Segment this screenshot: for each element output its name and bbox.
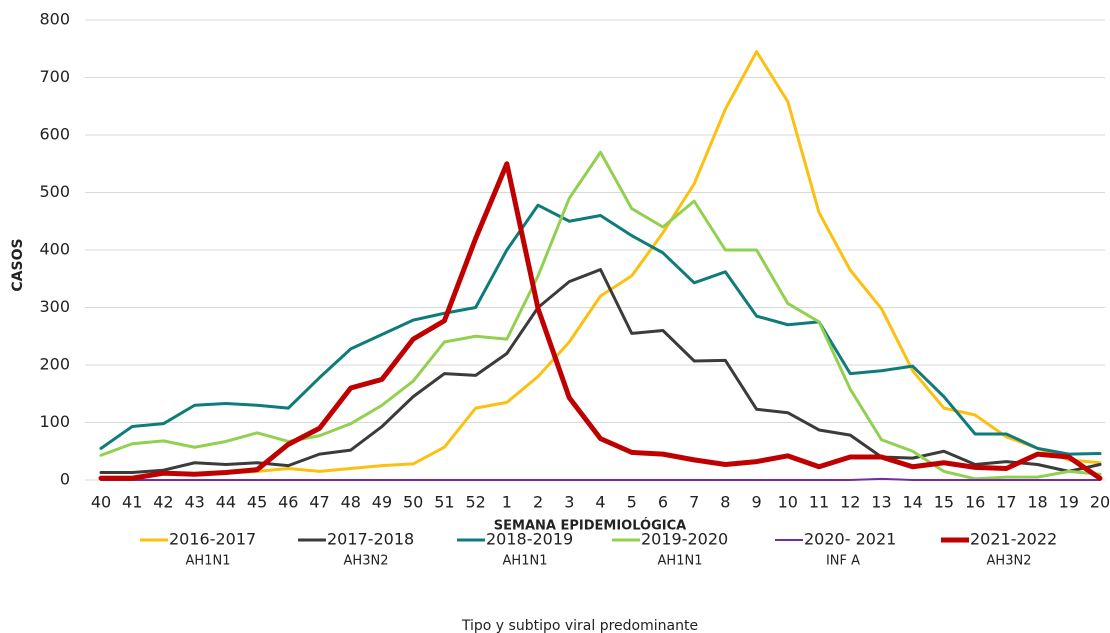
x-tick-label: 18 [1027, 493, 1047, 512]
x-tick-label: 45 [247, 493, 267, 512]
x-tick-label: 19 [1059, 493, 1079, 512]
x-tick-label: 48 [341, 493, 361, 512]
legend-subtype: AH3N2 [987, 554, 1032, 569]
legend-subtype: AH1N1 [503, 554, 548, 569]
x-tick-label: 15 [934, 493, 954, 512]
series-line [98, 161, 1103, 481]
y-tick-label: 0 [60, 470, 70, 489]
legend-label: 2018-2019 [486, 530, 573, 549]
x-tick-label: 20 [1090, 493, 1110, 512]
x-tick-label: 6 [658, 493, 668, 512]
x-tick-label: 51 [434, 493, 454, 512]
x-tick-label: 50 [403, 493, 423, 512]
x-tick-label: 44 [216, 493, 236, 512]
x-tick-label: 43 [184, 493, 204, 512]
x-tick-label: 49 [372, 493, 392, 512]
x-tick-label: 52 [465, 493, 485, 512]
series-line [99, 50, 1102, 479]
legend-subtype: AH1N1 [186, 554, 231, 569]
y-tick-label: 300 [39, 297, 70, 316]
legend-label: 2017-2018 [327, 530, 414, 549]
y-axis-label: CASOS [10, 238, 26, 291]
legend-subtype: INF A [826, 554, 860, 569]
y-tick-label: 100 [39, 412, 70, 431]
series-line [99, 150, 1102, 481]
y-tick-label: 700 [39, 67, 70, 86]
x-tick-label: 4 [595, 493, 605, 512]
x-tick-label: 1 [502, 493, 512, 512]
y-tick-label: 400 [39, 240, 70, 259]
x-tick-label: 7 [689, 493, 699, 512]
x-axis-label: SEMANA EPIDEMIOLÓGICA [494, 518, 686, 534]
legend-subtype: AH3N2 [344, 554, 389, 569]
series-line [99, 203, 1102, 456]
x-tick-label: 14 [903, 493, 923, 512]
x-tick-label: 46 [278, 493, 298, 512]
legend-label: 2021-2022 [970, 530, 1057, 549]
y-tick-label: 200 [39, 355, 70, 374]
y-tick-label: 600 [39, 125, 70, 144]
x-tick-label: 11 [809, 493, 829, 512]
legend-subtype: AH1N1 [658, 554, 703, 569]
x-tick-label: 13 [871, 493, 891, 512]
legend-label: 2019-2020 [641, 530, 728, 549]
x-tick-label: 9 [752, 493, 762, 512]
y-tick-label: 800 [39, 10, 70, 29]
x-tick-label: 47 [309, 493, 329, 512]
x-tick-label: 17 [996, 493, 1016, 512]
x-tick-label: 40 [91, 493, 111, 512]
x-tick-label: 2 [533, 493, 543, 512]
legend-label: 2016-2017 [169, 530, 256, 549]
x-tick-label: 12 [840, 493, 860, 512]
series-line [99, 268, 1102, 475]
x-tick-label: 42 [153, 493, 173, 512]
legend-label: 2020- 2021 [804, 530, 896, 549]
series-line [100, 477, 1101, 481]
x-tick-label: 41 [122, 493, 142, 512]
x-tick-label: 10 [778, 493, 798, 512]
y-tick-label: 500 [39, 182, 70, 201]
legend-title: Tipo y subtipo viral predominante [461, 618, 698, 633]
x-tick-label: 16 [965, 493, 985, 512]
x-tick-label: 8 [720, 493, 730, 512]
x-tick-label: 3 [564, 493, 574, 512]
x-tick-label: 5 [627, 493, 637, 512]
